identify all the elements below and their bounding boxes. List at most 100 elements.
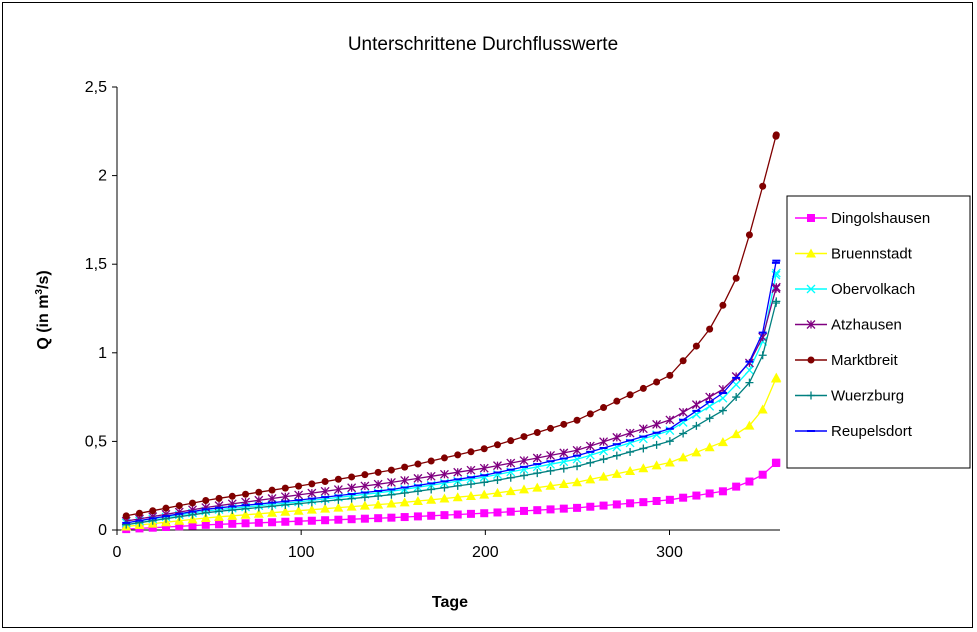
data-point bbox=[639, 384, 647, 392]
legend-entry: Marktbreit bbox=[795, 352, 899, 369]
data-point bbox=[373, 479, 383, 489]
data-point bbox=[772, 297, 781, 306]
legend-entry: Reupelsdort bbox=[795, 423, 913, 440]
data-point bbox=[148, 523, 157, 532]
series-obervolkach bbox=[121, 268, 781, 528]
data-point bbox=[772, 259, 781, 262]
data-point bbox=[638, 424, 648, 434]
data-point bbox=[586, 458, 595, 467]
data-point bbox=[465, 490, 476, 500]
data-point bbox=[520, 465, 529, 468]
data-point bbox=[666, 371, 674, 379]
data-point bbox=[585, 441, 595, 451]
data-point bbox=[148, 517, 157, 520]
data-point bbox=[665, 427, 674, 430]
data-point bbox=[493, 476, 502, 485]
legend-marker bbox=[807, 391, 815, 400]
data-point bbox=[626, 439, 635, 442]
data-point bbox=[759, 182, 767, 190]
data-point bbox=[493, 461, 502, 471]
data-point bbox=[215, 506, 224, 509]
data-point bbox=[374, 489, 383, 492]
y-tick-label: 1,5 bbox=[85, 256, 107, 273]
data-point bbox=[228, 505, 237, 508]
y-tick-label: 2,5 bbox=[85, 79, 107, 96]
x-tick-label: 300 bbox=[656, 544, 683, 561]
data-point bbox=[374, 514, 383, 523]
x-tick-label: 100 bbox=[288, 544, 315, 561]
data-point bbox=[758, 331, 767, 334]
data-point bbox=[321, 497, 330, 506]
data-point bbox=[705, 489, 714, 498]
data-point bbox=[679, 429, 688, 438]
data-point bbox=[348, 473, 356, 481]
data-point bbox=[359, 500, 370, 510]
data-point bbox=[586, 450, 595, 453]
data-point bbox=[546, 505, 555, 514]
legend: Dingolshausen Bruennstadt Obervolkach Atzha… bbox=[786, 195, 971, 469]
data-point bbox=[294, 490, 304, 500]
data-point bbox=[307, 497, 316, 500]
data-point bbox=[399, 497, 410, 507]
data-point bbox=[745, 378, 754, 387]
data-point bbox=[135, 519, 144, 522]
series-line bbox=[126, 287, 777, 522]
data-point bbox=[453, 481, 462, 490]
data-point bbox=[599, 501, 608, 510]
data-point bbox=[493, 471, 502, 474]
data-point bbox=[612, 443, 621, 446]
data-point bbox=[228, 492, 236, 500]
data-point bbox=[453, 478, 462, 481]
data-point bbox=[254, 502, 263, 505]
data-point bbox=[400, 513, 409, 522]
data-point bbox=[612, 451, 621, 460]
data-point bbox=[519, 456, 529, 465]
data-point bbox=[387, 513, 396, 522]
data-point bbox=[533, 463, 542, 466]
legend-label: Wuerzburg bbox=[831, 388, 904, 405]
data-point bbox=[308, 480, 316, 488]
data-point bbox=[480, 509, 489, 518]
data-point bbox=[691, 447, 702, 457]
data-point bbox=[625, 428, 635, 438]
data-point bbox=[639, 498, 648, 507]
data-point bbox=[573, 462, 582, 471]
data-point bbox=[771, 282, 781, 292]
data-point bbox=[732, 393, 741, 402]
data-point bbox=[745, 477, 754, 486]
series-reupelsdort bbox=[122, 259, 781, 524]
data-point bbox=[200, 512, 211, 522]
data-point bbox=[665, 415, 675, 425]
legend-entry: Dingolshausen bbox=[795, 210, 930, 227]
data-point bbox=[651, 460, 662, 470]
data-point bbox=[280, 492, 290, 502]
data-point bbox=[692, 342, 700, 350]
data-point bbox=[427, 485, 436, 494]
data-point bbox=[228, 519, 237, 528]
data-point bbox=[653, 378, 661, 386]
data-point bbox=[268, 486, 276, 494]
data-point bbox=[745, 360, 754, 363]
data-point bbox=[546, 460, 555, 463]
legend-marker bbox=[807, 356, 815, 364]
data-point bbox=[480, 445, 488, 453]
data-point bbox=[175, 502, 183, 510]
data-point bbox=[426, 494, 437, 504]
data-point bbox=[732, 482, 741, 491]
data-point bbox=[744, 420, 755, 430]
data-point bbox=[598, 471, 609, 481]
data-point bbox=[718, 384, 728, 394]
data-point bbox=[505, 486, 516, 496]
data-point bbox=[771, 372, 782, 382]
data-point bbox=[334, 475, 342, 483]
data-point bbox=[387, 490, 396, 499]
data-point bbox=[320, 503, 331, 513]
data-point bbox=[479, 463, 489, 473]
data-point bbox=[626, 499, 635, 508]
data-point bbox=[215, 520, 224, 529]
data-point bbox=[560, 420, 568, 428]
y-axis-label: Q (in m3/s) bbox=[34, 270, 52, 349]
data-point bbox=[293, 505, 304, 515]
data-point bbox=[440, 511, 449, 520]
data-point bbox=[480, 474, 489, 477]
